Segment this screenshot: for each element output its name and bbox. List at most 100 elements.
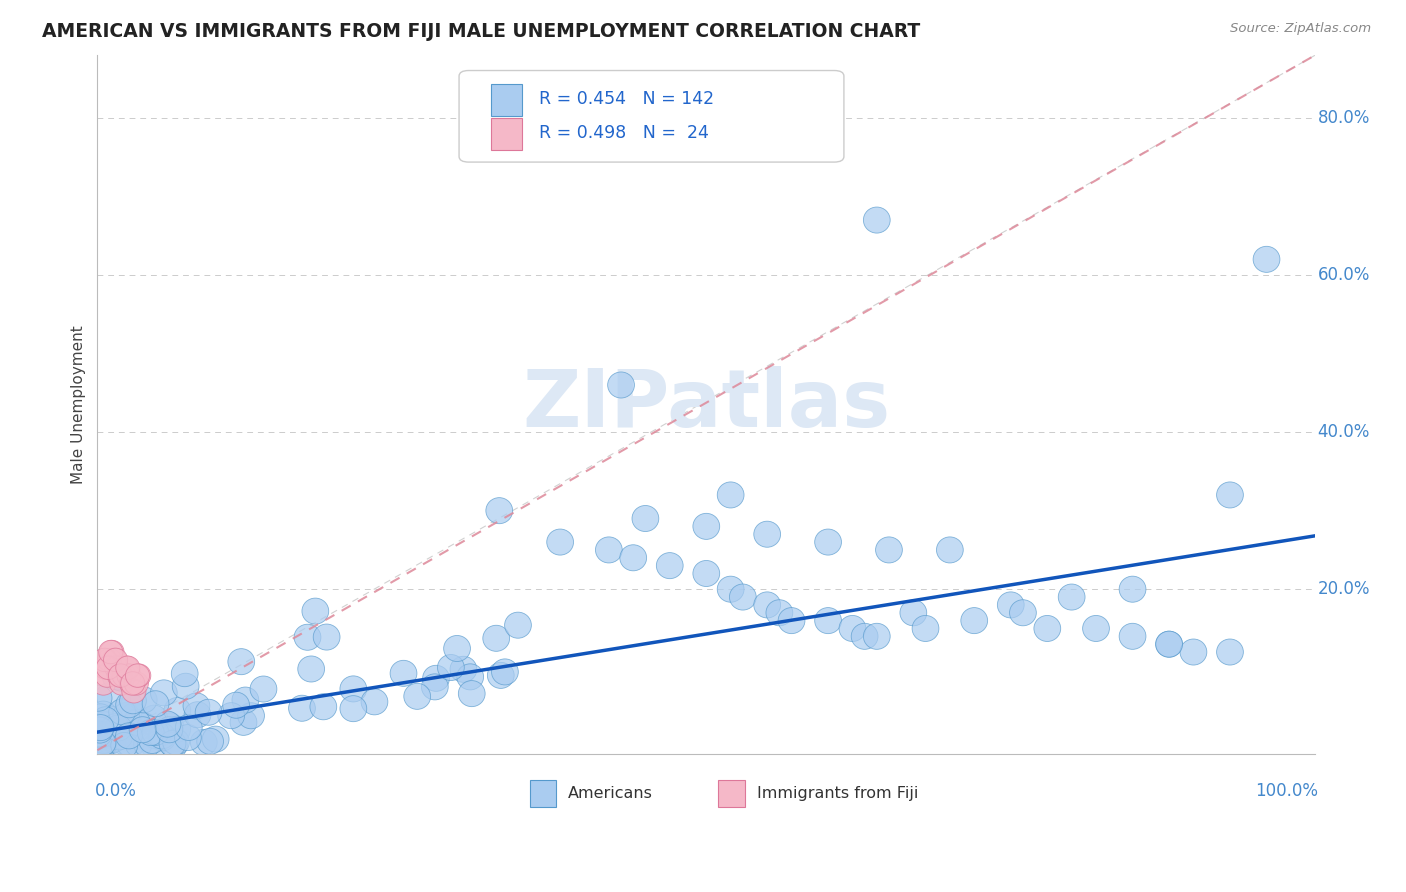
Ellipse shape xyxy=(717,576,744,602)
Ellipse shape xyxy=(108,665,135,691)
Ellipse shape xyxy=(127,664,150,688)
Ellipse shape xyxy=(876,537,903,563)
Ellipse shape xyxy=(238,703,264,729)
Ellipse shape xyxy=(142,690,169,717)
Ellipse shape xyxy=(1119,576,1146,602)
Ellipse shape xyxy=(115,656,139,680)
Ellipse shape xyxy=(87,714,114,739)
Ellipse shape xyxy=(814,607,841,633)
Ellipse shape xyxy=(111,732,138,758)
Ellipse shape xyxy=(89,731,117,756)
Ellipse shape xyxy=(97,706,124,732)
Ellipse shape xyxy=(142,723,169,748)
Ellipse shape xyxy=(184,702,211,728)
Text: AMERICAN VS IMMIGRANTS FROM FIJI MALE UNEMPLOYMENT CORRELATION CHART: AMERICAN VS IMMIGRANTS FROM FIJI MALE UN… xyxy=(42,22,921,41)
Ellipse shape xyxy=(141,706,167,731)
Ellipse shape xyxy=(91,706,118,733)
Ellipse shape xyxy=(87,723,114,748)
Ellipse shape xyxy=(159,731,186,756)
Ellipse shape xyxy=(134,731,160,757)
Ellipse shape xyxy=(122,723,149,748)
Text: 20.0%: 20.0% xyxy=(1317,580,1371,599)
Ellipse shape xyxy=(596,537,623,563)
Ellipse shape xyxy=(97,648,121,672)
Y-axis label: Male Unemployment: Male Unemployment xyxy=(72,326,86,484)
Ellipse shape xyxy=(766,599,793,626)
Ellipse shape xyxy=(165,698,191,723)
Ellipse shape xyxy=(778,607,806,633)
Ellipse shape xyxy=(960,607,987,633)
Ellipse shape xyxy=(422,673,449,700)
Ellipse shape xyxy=(173,673,200,699)
Ellipse shape xyxy=(86,723,112,750)
Ellipse shape xyxy=(839,615,866,641)
Ellipse shape xyxy=(108,698,135,725)
Ellipse shape xyxy=(1180,639,1206,665)
Ellipse shape xyxy=(231,709,257,735)
Ellipse shape xyxy=(86,709,112,735)
Ellipse shape xyxy=(607,372,634,398)
Ellipse shape xyxy=(90,732,117,758)
FancyBboxPatch shape xyxy=(718,780,745,806)
Ellipse shape xyxy=(103,648,127,672)
Ellipse shape xyxy=(340,676,367,702)
Ellipse shape xyxy=(488,663,515,689)
Ellipse shape xyxy=(104,723,131,748)
Ellipse shape xyxy=(114,717,141,743)
Ellipse shape xyxy=(340,696,367,722)
Ellipse shape xyxy=(458,681,485,706)
Text: 60.0%: 60.0% xyxy=(1317,266,1369,284)
Ellipse shape xyxy=(108,720,135,746)
Ellipse shape xyxy=(115,722,142,748)
Ellipse shape xyxy=(120,672,143,695)
FancyBboxPatch shape xyxy=(491,118,523,150)
Ellipse shape xyxy=(730,584,756,610)
Text: 80.0%: 80.0% xyxy=(1317,109,1369,127)
Ellipse shape xyxy=(131,713,157,739)
Ellipse shape xyxy=(115,691,142,718)
Ellipse shape xyxy=(100,640,124,664)
Ellipse shape xyxy=(1156,632,1182,657)
Ellipse shape xyxy=(486,498,513,524)
Ellipse shape xyxy=(115,714,142,740)
Ellipse shape xyxy=(288,695,315,722)
Text: Americans: Americans xyxy=(568,786,652,801)
Ellipse shape xyxy=(754,521,780,548)
Ellipse shape xyxy=(294,624,321,650)
Ellipse shape xyxy=(114,656,139,680)
Ellipse shape xyxy=(96,664,120,688)
Ellipse shape xyxy=(96,656,121,680)
Ellipse shape xyxy=(1216,482,1243,508)
Ellipse shape xyxy=(105,715,132,741)
Ellipse shape xyxy=(863,624,890,649)
Ellipse shape xyxy=(117,664,141,688)
Ellipse shape xyxy=(160,732,187,758)
Ellipse shape xyxy=(314,624,340,650)
Ellipse shape xyxy=(195,699,222,725)
Ellipse shape xyxy=(437,655,464,681)
Ellipse shape xyxy=(86,717,114,743)
Ellipse shape xyxy=(142,720,169,746)
Text: R = 0.498   N =  24: R = 0.498 N = 24 xyxy=(540,124,709,142)
Ellipse shape xyxy=(218,703,245,729)
Ellipse shape xyxy=(754,592,780,618)
Ellipse shape xyxy=(190,730,217,756)
Ellipse shape xyxy=(997,592,1024,618)
Ellipse shape xyxy=(149,723,176,749)
Ellipse shape xyxy=(1253,246,1279,272)
Ellipse shape xyxy=(157,713,184,739)
Ellipse shape xyxy=(86,721,112,747)
Ellipse shape xyxy=(1033,615,1060,641)
Ellipse shape xyxy=(115,723,142,749)
Ellipse shape xyxy=(125,731,152,757)
Ellipse shape xyxy=(900,599,927,626)
Ellipse shape xyxy=(165,716,191,742)
Ellipse shape xyxy=(155,711,181,737)
Ellipse shape xyxy=(86,714,112,739)
Ellipse shape xyxy=(131,687,157,713)
Ellipse shape xyxy=(450,657,477,682)
Ellipse shape xyxy=(90,701,117,727)
Ellipse shape xyxy=(302,599,329,624)
Ellipse shape xyxy=(1059,584,1085,610)
Ellipse shape xyxy=(197,728,224,755)
